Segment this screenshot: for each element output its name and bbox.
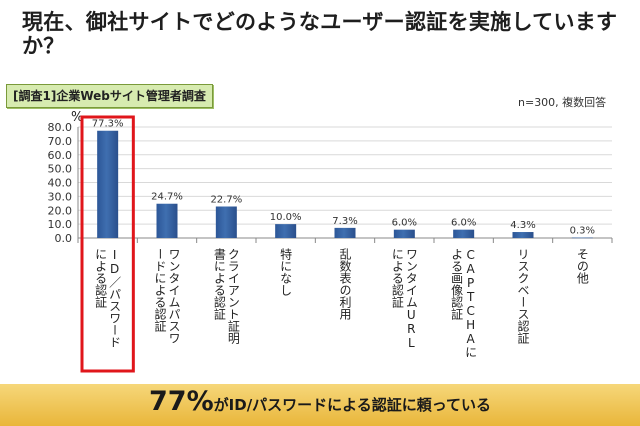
y-axis-unit: %	[71, 110, 83, 125]
x-category-label-column: による認証	[390, 248, 404, 308]
x-category-label-column: 書による認証	[212, 248, 226, 320]
data-label: 4.3%	[510, 220, 535, 231]
x-category-label-column: その他	[575, 248, 589, 284]
x-category-label-column: ードによる認証	[153, 248, 167, 332]
data-label: 22.7%	[210, 195, 242, 206]
y-tick-label: 10.0	[48, 218, 73, 231]
summary-emphasis: 77%	[149, 386, 214, 417]
y-tick-label: 70.0	[48, 135, 73, 148]
data-label: 77.3%	[92, 119, 124, 130]
bar	[453, 229, 475, 238]
x-category-label-column: 乱数表の利用	[338, 248, 352, 321]
summary-text: 77%がID/パスワードによる認証に頼っている	[0, 386, 640, 417]
data-label: 24.7%	[151, 192, 183, 203]
bar	[156, 203, 178, 238]
x-category-label-column: CAPTCHAに	[464, 248, 478, 358]
data-label: 7.3%	[332, 216, 357, 227]
bar	[275, 224, 297, 238]
bar	[512, 232, 534, 238]
bar	[393, 229, 415, 238]
y-tick-label: 40.0	[48, 177, 73, 190]
data-label: 0.3%	[570, 226, 595, 237]
summary-banner	[0, 384, 640, 426]
x-category-label-column: 特になし	[279, 247, 293, 296]
y-tick-label: 60.0	[48, 149, 73, 162]
x-category-label-column: ID／パスワード	[108, 248, 122, 348]
x-category-label-column: による認証	[94, 248, 108, 308]
x-category-label-column: ワンタイムパスワ	[167, 248, 181, 344]
x-category-label-column: よる画像認証	[450, 248, 464, 320]
x-category-label: その他	[575, 248, 589, 284]
page-title: 現在、御社サイトでどのようなユーザー認証を実施していますか？	[22, 10, 618, 58]
y-tick-label: 80.0	[48, 121, 73, 134]
highlight-box	[80, 115, 135, 373]
data-label: 10.0%	[270, 212, 302, 223]
x-category-label: リスクベース認証	[516, 248, 530, 344]
sample-note: n=300, 複数回答	[518, 96, 607, 109]
x-category-label: ID／パスワードによる認証	[94, 248, 122, 348]
bar	[97, 130, 119, 238]
x-category-label: 乱数表の利用	[338, 248, 352, 321]
x-category-label-column: リスクベース認証	[516, 248, 530, 344]
x-category-label-column: クライアント証明	[226, 248, 240, 345]
bar	[571, 237, 593, 239]
bar	[215, 206, 237, 238]
bar-chart: %80.070.060.050.040.030.020.010.00.0 77.3…	[48, 110, 613, 373]
y-tick-label: 0.0	[55, 232, 73, 245]
data-label: 6.0%	[392, 218, 417, 229]
data-label: 6.0%	[451, 218, 476, 229]
x-category-label-column: ワンタイムURL	[404, 248, 418, 350]
bar	[334, 227, 356, 238]
y-tick-label: 30.0	[48, 190, 73, 203]
x-category-label: 特になし	[279, 247, 293, 296]
survey-label: [調査1]企業Webサイト管理者調査	[6, 84, 213, 108]
y-tick-label: 20.0	[48, 204, 73, 217]
y-tick-label: 50.0	[48, 163, 73, 176]
summary-message: がID/パスワードによる認証に頼っている	[213, 396, 491, 414]
